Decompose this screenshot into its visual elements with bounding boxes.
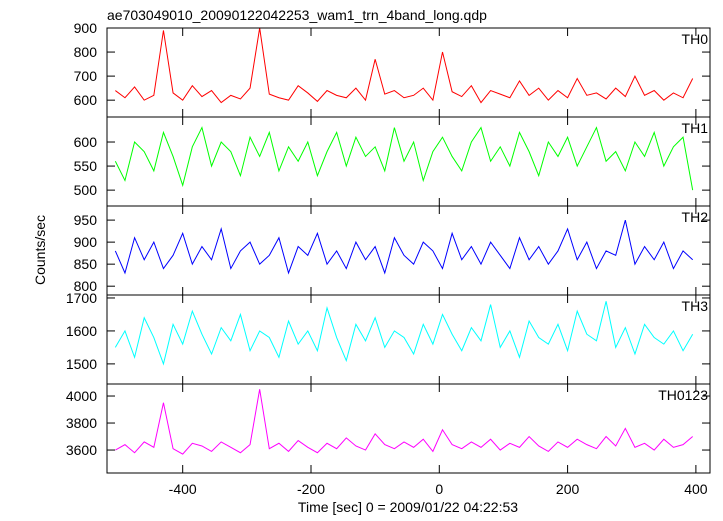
y-tick-label: 500 <box>74 182 98 198</box>
panel-label: TH0 <box>682 31 709 47</box>
x-axis-label: Time [sec] 0 = 2009/01/22 04:22:53 <box>298 499 518 515</box>
panel-frame <box>106 27 711 118</box>
data-line <box>115 27 694 104</box>
x-tick-label: -400 <box>169 481 197 497</box>
panel-frame <box>106 383 711 474</box>
y-tick-label: 700 <box>74 68 98 84</box>
y-tick-label: 3800 <box>66 415 97 431</box>
y-tick-label: 1500 <box>66 356 97 372</box>
y-tick-label: 900 <box>74 20 98 36</box>
panel-label: TH3 <box>682 298 709 314</box>
y-tick-label: 850 <box>74 256 98 272</box>
y-tick-label: 1700 <box>66 290 97 306</box>
y-tick-label: 800 <box>74 278 98 294</box>
y-tick-label: 600 <box>74 134 98 150</box>
x-tick-label: 0 <box>435 481 443 497</box>
y-tick-label: 550 <box>74 158 98 174</box>
panel-label: TH0123 <box>658 387 708 403</box>
data-line <box>114 301 694 366</box>
x-tick-label: 200 <box>556 481 580 497</box>
panel-label: TH2 <box>682 209 709 225</box>
y-tick-label: 3600 <box>66 442 97 458</box>
data-line <box>115 389 694 455</box>
panel-frame <box>106 205 711 296</box>
y-tick-label: 1600 <box>66 323 97 339</box>
data-line <box>114 126 694 191</box>
y-tick-label: 800 <box>74 44 98 60</box>
y-tick-label: 950 <box>74 212 98 228</box>
x-tick-label: 400 <box>684 481 708 497</box>
y-axis-label: Counts/sec <box>32 215 48 285</box>
x-tick-label: -200 <box>297 481 325 497</box>
y-tick-label: 600 <box>74 92 98 108</box>
y-tick-label: 4000 <box>66 388 97 404</box>
chart-title: ae703049010_20090122042253_wam1_trn_4ban… <box>107 7 487 23</box>
panel-label: TH1 <box>682 120 709 136</box>
panel-frame <box>106 116 711 207</box>
y-tick-label: 900 <box>74 234 98 250</box>
data-line <box>114 219 694 275</box>
